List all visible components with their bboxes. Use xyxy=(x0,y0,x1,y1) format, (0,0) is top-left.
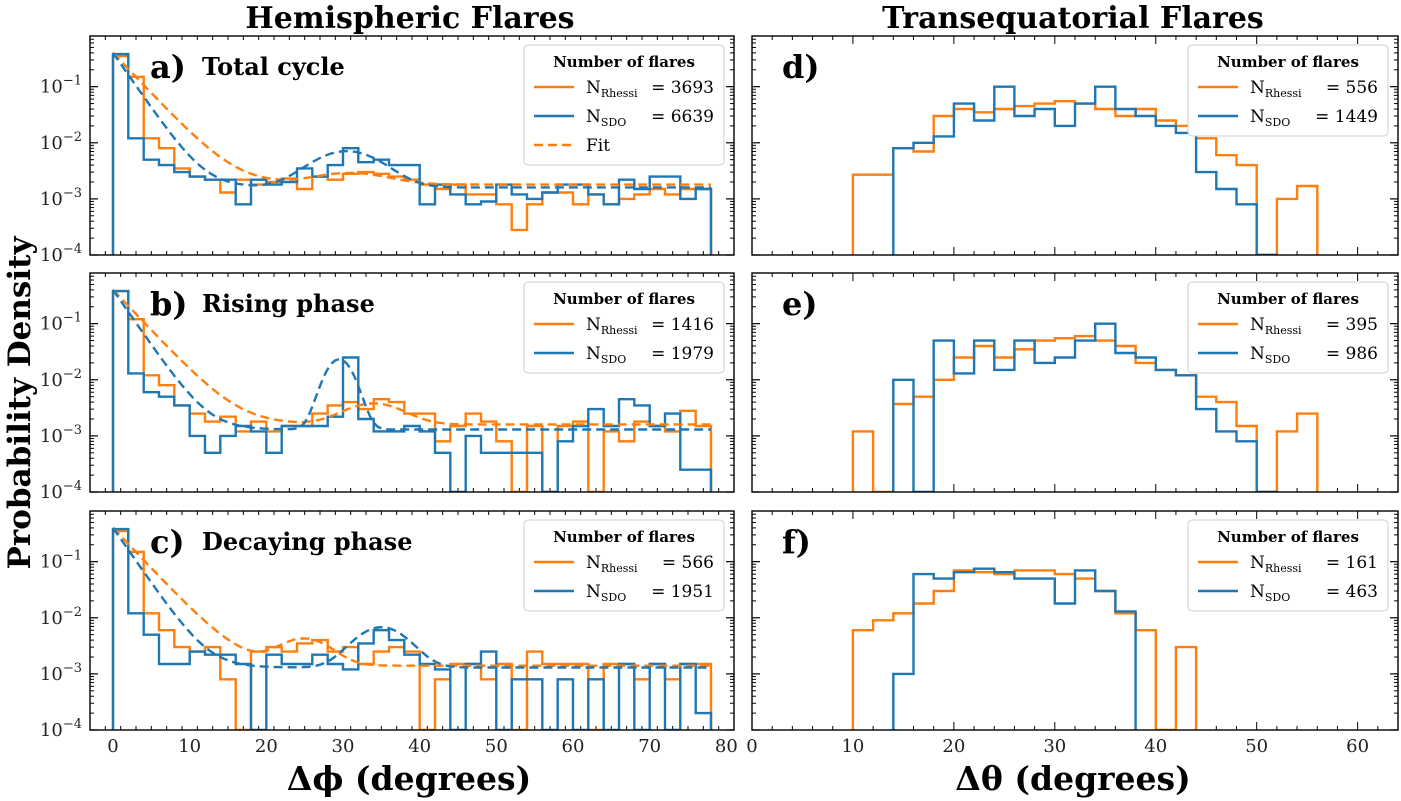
panel-tag: c) xyxy=(150,523,185,561)
series-sdo xyxy=(892,85,1279,255)
panel-a: 10−4 10−3 10−2 10−1 a) Total cycle Number of f… xyxy=(40,35,735,266)
legend-box xyxy=(523,519,725,612)
legend-title: Number of flares xyxy=(1217,290,1359,308)
y-tick-label: 10−1 xyxy=(40,74,82,98)
plot-area xyxy=(851,85,1319,255)
legend-box xyxy=(1187,281,1389,374)
x-tick-label: 50 xyxy=(1245,736,1268,757)
left-x-axis-label: Δϕ (degrees) xyxy=(287,759,532,798)
series-sdo xyxy=(892,322,1279,492)
x-tick-label: 0 xyxy=(107,736,118,757)
x-tick-label: 20 xyxy=(255,736,278,757)
x-tick-label: 10 xyxy=(841,736,864,757)
y-tick-label: 10−2 xyxy=(40,605,82,629)
x-tick-label: 30 xyxy=(332,736,355,757)
y-tick-label: 10−3 xyxy=(40,423,82,447)
panel-tag: a) xyxy=(150,48,186,86)
series-rhessi xyxy=(851,334,1319,492)
panels: 10−4 10−3 10−2 10−1 a) Total cycle Number of f… xyxy=(40,35,1399,757)
y-tick-label: 10−4 xyxy=(40,242,82,266)
right-x-axis-label: Δθ (degrees) xyxy=(955,759,1190,798)
x-tick-label: 70 xyxy=(638,736,661,757)
plot-area xyxy=(111,288,713,492)
series-sdo-fit xyxy=(112,527,711,669)
y-tick-label: 10−2 xyxy=(40,130,82,154)
series-sdo xyxy=(111,289,713,492)
plot-area xyxy=(111,526,713,730)
panel-b: 10−4 10−3 10−2 10−1 b) Rising phase Number of … xyxy=(40,272,735,503)
plot-area xyxy=(851,567,1198,730)
series-sdo xyxy=(111,527,713,730)
series-rhessi-fit xyxy=(112,288,711,426)
panel-tag: f) xyxy=(782,523,811,561)
y-tick-label: 10−4 xyxy=(40,479,82,503)
legend-box xyxy=(1187,519,1389,612)
y-axis-label: Probability Density xyxy=(2,236,38,570)
x-tick-label: 60 xyxy=(562,736,585,757)
x-tick-label: 40 xyxy=(1144,736,1167,757)
y-tick-label: 10−3 xyxy=(40,661,82,685)
legend-title: Number of flares xyxy=(553,290,695,308)
series-sdo-fit xyxy=(112,289,711,431)
panel-tag: d) xyxy=(782,48,820,86)
x-tick-label: 50 xyxy=(485,736,508,757)
left-column-title: Hemispheric Flares xyxy=(245,1,574,36)
panel-name: Decaying phase xyxy=(202,527,412,556)
y-tick-label: 10−3 xyxy=(40,186,82,210)
series-rhessi xyxy=(851,569,1198,730)
x-tick-label: 20 xyxy=(942,736,965,757)
series-sdo-fit xyxy=(112,52,711,189)
x-tick-label: 60 xyxy=(1346,736,1369,757)
series-rhessi-fit xyxy=(112,526,711,667)
panel-tag: b) xyxy=(150,285,188,323)
legend-title: Number of flares xyxy=(553,528,695,546)
x-tick-label: 10 xyxy=(178,736,201,757)
axes-frame xyxy=(89,272,735,493)
legend-entry: Fit xyxy=(586,136,610,156)
legend-title: Number of flares xyxy=(1217,528,1359,546)
legend-box xyxy=(523,281,725,374)
y-tick-label: 10−1 xyxy=(40,311,82,335)
series-rhessi-fit xyxy=(112,51,711,186)
panel-name: Total cycle xyxy=(202,52,345,81)
x-tick-label: 40 xyxy=(408,736,431,757)
plot-area xyxy=(851,322,1319,492)
legend-box xyxy=(1187,44,1389,137)
series-sdo xyxy=(892,567,1137,730)
axes-frame xyxy=(89,35,735,256)
y-tick-label: 10−4 xyxy=(40,717,82,741)
axes-frame xyxy=(751,272,1399,493)
legend-title: Number of flares xyxy=(553,53,695,71)
series-sdo xyxy=(111,52,713,255)
legend-box xyxy=(523,44,725,166)
x-tick-label: 80 xyxy=(715,736,738,757)
axes-frame xyxy=(751,35,1399,256)
panel-tag: e) xyxy=(782,285,818,323)
axes-frame xyxy=(89,510,735,731)
legend-title: Number of flares xyxy=(1217,53,1359,71)
x-tick-label: 0 xyxy=(746,736,757,757)
panel-c: 10−4 10−3 10−2 10−1 0 10 20 30 40 50 60 70 80 c) Decay… xyxy=(40,510,738,757)
x-tick-label: 30 xyxy=(1043,736,1066,757)
plot-area xyxy=(111,51,713,255)
axes-frame xyxy=(751,510,1399,731)
y-tick-label: 10−2 xyxy=(40,367,82,391)
right-column-title: Transequatorial Flares xyxy=(882,1,1264,36)
panel-name: Rising phase xyxy=(202,289,375,318)
y-tick-label: 10−1 xyxy=(40,549,82,573)
